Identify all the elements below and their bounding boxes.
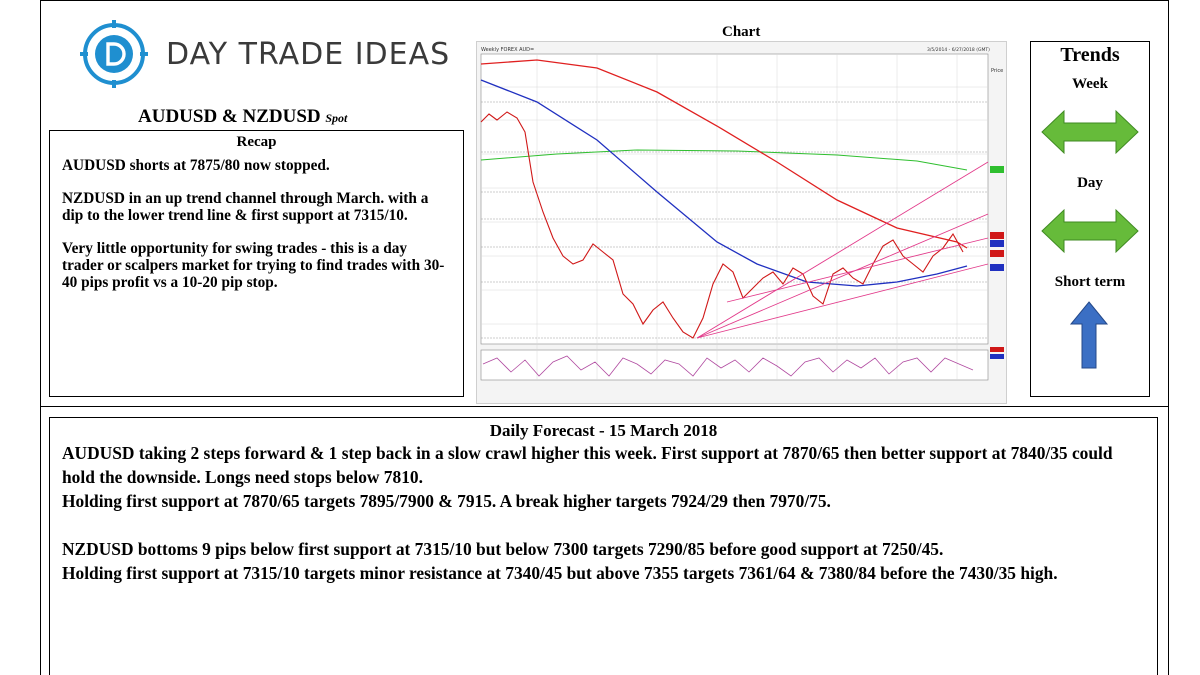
forecast-line: NZDUSD bottoms 9 pips below first suppor… (62, 539, 944, 559)
price-chart-image: Weekly FOREX AUD= 3/5/2014 - 6/27/2018 (… (476, 41, 1007, 404)
pair-title-text: AUDUSD & NZDUSD (138, 106, 321, 127)
middle-divider (40, 406, 1169, 407)
recap-paragraph: NZDUSD in an up trend channel through Ma… (62, 190, 429, 224)
recap-heading: Recap (236, 134, 277, 150)
logo-d-icon (80, 20, 148, 88)
moving-average-green (480, 149, 968, 171)
recap-panel: Recap AUDUSD shorts at 7875/80 now stopp… (49, 130, 464, 397)
pair-title: AUDUSD & NZDUSD Spot (138, 106, 347, 128)
trend-label-day: Day (1077, 175, 1103, 191)
chart-svg: Weekly FOREX AUD= 3/5/2014 - 6/27/2018 (… (477, 42, 1006, 403)
logo: DAY TRADE IDEAS (80, 20, 450, 88)
forecast-panel: Daily Forecast - 15 March 2018 AUDUSD ta… (49, 417, 1158, 675)
trend-label-short-term: Short term (1054, 274, 1126, 290)
day-sideways-arrow-icon (1041, 208, 1139, 254)
chart-heading: Chart (722, 24, 761, 40)
chart-inner-date: 3/5/2014 - 6/27/2018 (GMT) (927, 47, 990, 53)
page-frame (40, 0, 1169, 675)
recap-paragraph: Very little opportunity for swing trades… (62, 240, 445, 291)
price-axis-tags (990, 166, 1004, 359)
forecast-line: AUDUSD taking 2 steps forward & 1 step b… (62, 443, 1113, 487)
price-candles (480, 111, 964, 339)
short-term-up-arrow-icon (1069, 301, 1109, 369)
forecast-line: Holding first support at 7315/10 targets… (62, 563, 1058, 583)
fib-levels (481, 101, 988, 339)
trend-label-week: Week (1072, 76, 1108, 92)
recap-paragraph: AUDUSD shorts at 7875/80 now stopped. (62, 157, 330, 174)
trends-heading: Trends (1060, 44, 1120, 66)
top-divider (40, 0, 1169, 1)
trends-panel: Trends Week Day Short term (1030, 41, 1150, 397)
moving-average-blue (480, 79, 968, 287)
moving-average-red (480, 59, 968, 249)
chart-gridlines (481, 54, 988, 380)
chart-inner-title: Weekly FOREX AUD= (481, 47, 534, 53)
forecast-heading: Daily Forecast - 15 March 2018 (489, 421, 718, 440)
pair-subtitle: Spot (325, 111, 348, 125)
forecast-line: Holding first support at 7870/65 targets… (62, 491, 831, 511)
trendlines (696, 161, 989, 339)
week-sideways-arrow-icon (1041, 109, 1139, 155)
oscillator-line (482, 355, 974, 377)
logo-text: DAY TRADE IDEAS (166, 36, 451, 72)
chart-axis-label: Price (991, 68, 1003, 74)
